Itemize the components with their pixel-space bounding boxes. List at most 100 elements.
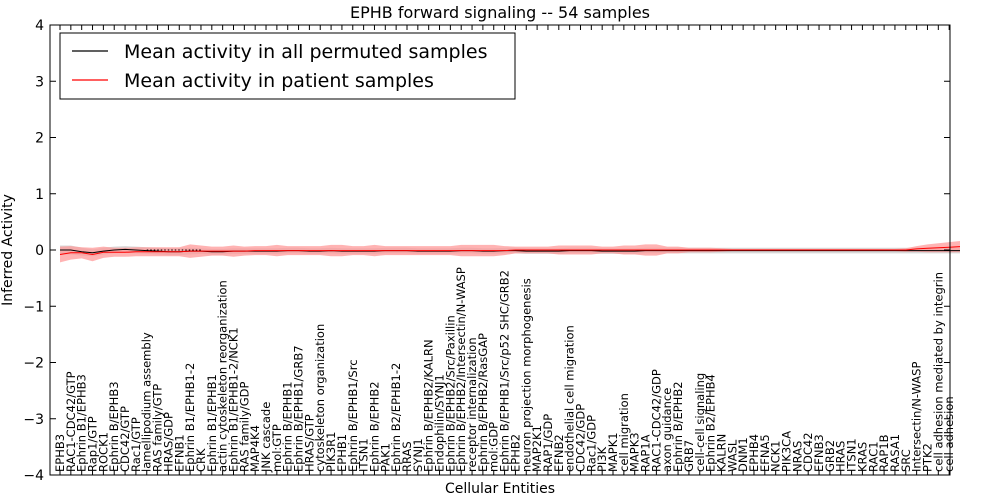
x-tick-label: Intersectin/N-WASP	[910, 362, 924, 472]
x-tick-label: NCK1	[769, 441, 783, 473]
x-tick-label: ITSN1	[845, 438, 859, 472]
x-tick-label: receptor internalization	[465, 337, 479, 472]
x-tick-label: RASA1	[888, 434, 902, 472]
x-tick-label: cell migration	[617, 393, 631, 472]
x-tick-label: HRAS/GDP	[161, 412, 175, 472]
x-tick-label: HRAS	[834, 441, 848, 472]
x-tick-label: SYNJ1	[411, 438, 425, 472]
x-tick-label: EPHB1	[335, 434, 349, 472]
x-tick-label: Ephrin B/EPHB2/RasGAP	[476, 333, 490, 472]
x-tick-label: CDC42/GDP	[574, 404, 588, 472]
y-tick-label: 2	[35, 131, 44, 147]
x-tick-label: RAP1B	[877, 434, 891, 472]
x-tick-label: Ephrin B/EPHB1/Src	[346, 359, 360, 472]
x-tick-label: axon guidance	[660, 388, 674, 472]
x-tick-label: ITSN1	[357, 438, 371, 472]
x-tick-label: EPHB4	[747, 434, 761, 472]
x-tick-label: EPHB2	[508, 434, 522, 472]
x-tick-label: GRB2	[823, 440, 837, 472]
x-tick-label: EFNB3	[812, 434, 826, 472]
x-tick-label: ROCK1	[96, 432, 110, 472]
x-tick-label: GRB7	[682, 440, 696, 472]
x-tick-label: lamellipodium assembly	[140, 332, 154, 472]
x-tick-label: Ephrin B1/EPHB1-2	[183, 363, 197, 472]
x-tick-label: KALRN	[714, 434, 728, 472]
x-tick-label: Ephrin B/EPHB2/Intersectin/N-WASP	[454, 267, 468, 472]
x-tick-label: PAK1	[378, 443, 392, 472]
x-tick-label: KRAS	[855, 442, 869, 472]
y-tick-label: −2	[23, 356, 44, 372]
x-tick-label: Ephrin B/EPHB2/KALRN	[422, 339, 436, 472]
x-tick-label: CDC42	[801, 432, 815, 472]
y-axis-title: Inferred Activity	[0, 194, 16, 306]
x-tick-label: Endophilin/SYNJ1	[433, 374, 447, 472]
y-tick-label: 1	[35, 187, 44, 203]
patient-mean-line	[59, 246, 961, 256]
y-tick-label: −3	[23, 412, 44, 428]
x-tick-label: CRK	[194, 448, 208, 472]
patient-band	[60, 241, 960, 263]
y-tick-label: 3	[35, 74, 44, 90]
x-tick-label: Ephrin B1/EPHB1	[205, 374, 219, 472]
x-tick-label: cytoskeleton organization	[313, 324, 327, 472]
x-tick-label: Ephrin B/EPHB3	[107, 381, 121, 472]
y-tick-label: −4	[23, 468, 44, 484]
x-tick-label: PIK3R1	[324, 432, 338, 473]
x-tick-label: Rac1/GTP	[129, 417, 143, 472]
x-tick-label: RAS family/GDP	[237, 382, 251, 472]
legend-label-permuted: Mean activity in all permuted samples	[124, 41, 487, 63]
x-tick-label: cell adhesion mediated by integrin	[931, 272, 945, 472]
x-tick-label: Ephrin B/EPHB2	[671, 381, 685, 472]
x-tick-label: PIK3CA	[780, 431, 794, 472]
legend: Mean activity in all permuted samples Me…	[59, 32, 516, 100]
y-tick-label: 4	[35, 18, 44, 34]
x-tick-label: neuron projection morphogenesis	[519, 278, 533, 472]
x-tick-label: cell-cell signaling	[693, 373, 707, 472]
x-tick-label: mol:GTP	[270, 424, 284, 472]
x-tick-label: actin cytoskeleton reorganization	[216, 280, 230, 472]
x-tick-label: CDC42/GTP	[118, 406, 132, 472]
x-tick-label: Ephrin B/EPHB2	[368, 381, 382, 472]
chart-title: EPHB forward signaling -- 54 samples	[350, 3, 650, 22]
x-tick-label: Ephrin B2/EPHB1-2	[389, 363, 403, 472]
x-tick-label: RAC1-CDC42/GTP	[64, 371, 78, 472]
x-tick-label: RAC1-CDC42/GDP	[649, 369, 663, 472]
x-tick-label: MAPK1	[606, 432, 620, 472]
x-tick-label: EFNA5	[758, 434, 772, 472]
x-tick-label: JNK cascade	[259, 402, 273, 473]
x-axis-title: Cellular Entities	[445, 481, 555, 497]
x-tick-label: WASL	[725, 439, 739, 472]
y-tick-label: 0	[35, 243, 44, 259]
x-tick-label: cell adhesion	[942, 396, 956, 472]
x-tick-label: NRAS	[790, 441, 804, 472]
x-tick-label: SRC	[899, 449, 913, 472]
x-tick-label: EFNB2	[552, 434, 566, 472]
x-tick-label: MAP4K4	[248, 425, 262, 472]
x-tick-label: Ephrin B/EPHB1	[281, 381, 295, 472]
x-tick-label: RAP1A	[639, 434, 653, 472]
x-tick-label: endothelial cell migration	[563, 325, 577, 472]
x-tick-label: Ephrin B/EPHB1/GRB7	[292, 345, 306, 472]
x-tick-label: Ephrin B1/EPHB3	[75, 374, 89, 472]
x-tick-label: MAP2K1	[530, 425, 544, 472]
x-tick-label: MAPK3	[628, 432, 642, 472]
x-tick-label: Ephrin B/EPHB2/Src/Paxillin	[443, 315, 457, 472]
x-tick-label: RRAS	[400, 441, 414, 472]
x-tick-label: HRAS/GTP	[302, 414, 316, 472]
x-tick-label: EPHB3	[53, 434, 67, 472]
x-tick-label: Ephrin B/EPHB1/Src/p52 SHC/GRB2	[498, 270, 512, 472]
x-tick-label: EFNB1	[172, 434, 186, 472]
x-tick-label: RAC1	[866, 441, 880, 472]
y-tick-label: −1	[23, 299, 44, 315]
legend-label-patient: Mean activity in patient samples	[124, 70, 434, 92]
x-tick-label: Ephrin B1/EPHB1-2/NCK1	[227, 327, 241, 472]
x-tick-label: PTK2	[921, 443, 935, 472]
legend-frame	[59, 32, 516, 100]
x-tick-label: DNM1	[736, 437, 750, 472]
x-tick-label: Rac1/GDP	[584, 415, 598, 472]
x-tick-label: Rap1/GTP	[86, 416, 100, 472]
x-tick-label: PI3K	[595, 446, 609, 472]
x-tick-label: RAS family/GTP	[151, 384, 165, 472]
